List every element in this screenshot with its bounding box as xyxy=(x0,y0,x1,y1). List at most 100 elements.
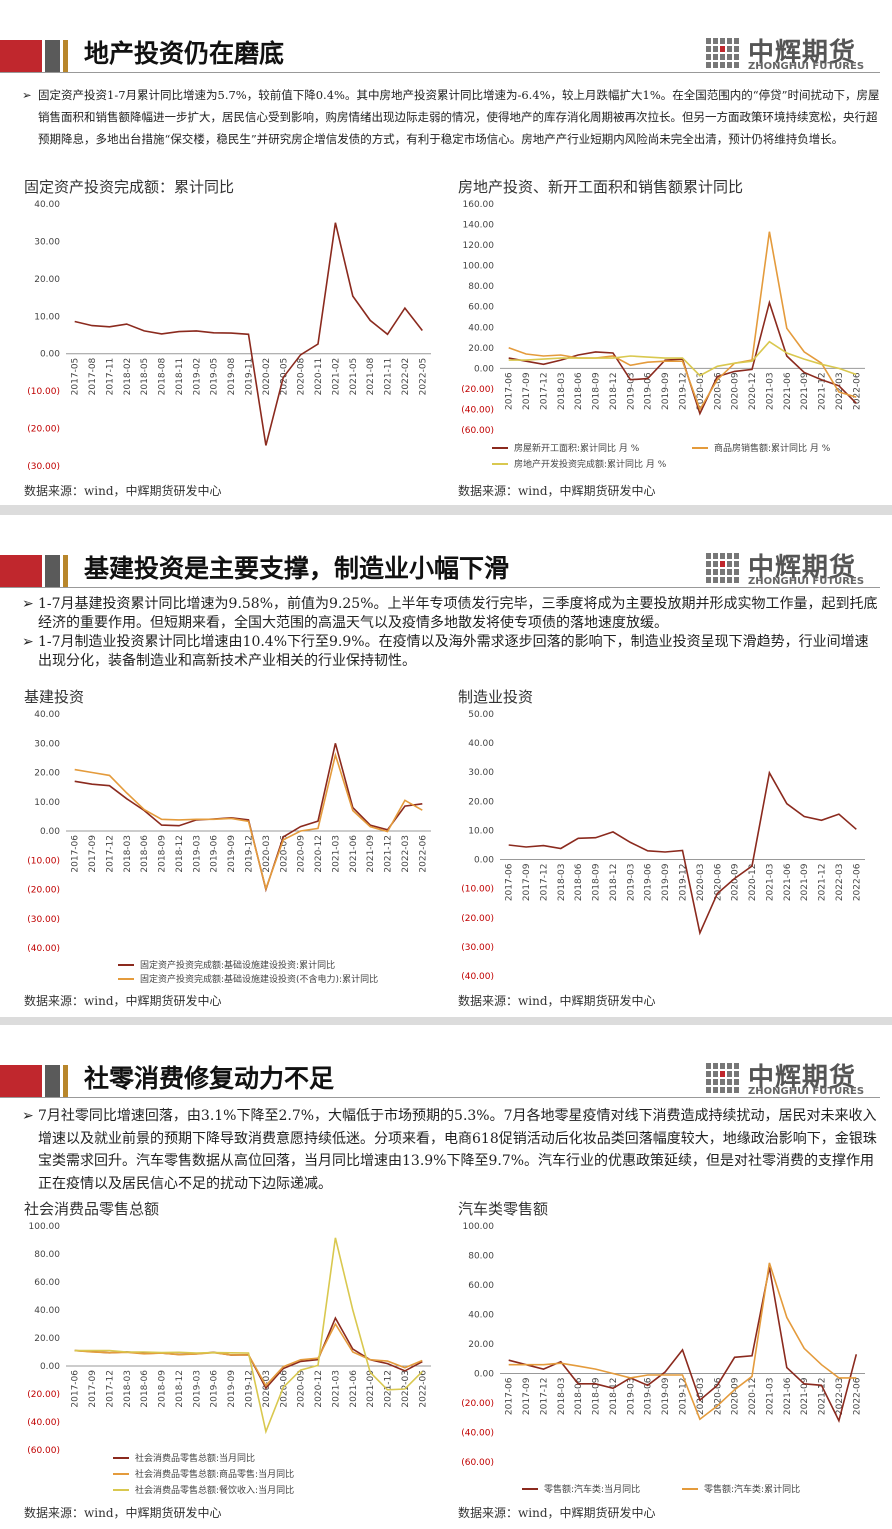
chart-title: 房地产投资、新开工面积和销售额累计同比 xyxy=(458,178,744,196)
x-tick-label: 2018-12 xyxy=(175,835,185,873)
logo: 中辉期货 ZHONGHUI FUTURES xyxy=(706,1061,876,1099)
x-tick-label: 2022-03 xyxy=(835,372,845,410)
series-line xyxy=(508,770,857,936)
y-tick-label: (20.00) xyxy=(27,1390,60,1400)
x-tick-label: 2018-03 xyxy=(557,372,567,410)
logo-cell xyxy=(706,577,711,583)
x-tick-label: 2018-12 xyxy=(609,1378,619,1416)
x-tick-label: 2017-09 xyxy=(522,863,532,901)
x-tick-label: 2018-06 xyxy=(140,835,150,873)
y-tick-label: 20.00 xyxy=(34,769,60,779)
logo-cell xyxy=(713,62,718,68)
logo-icon xyxy=(706,1063,739,1093)
y-tick-label: 40.00 xyxy=(34,200,60,210)
y-tick-label: (20.00) xyxy=(461,1399,494,1409)
logo-cell xyxy=(713,577,718,583)
logo-cell xyxy=(720,1079,725,1085)
y-tick-label: 20.00 xyxy=(34,275,60,285)
logo-cell xyxy=(734,46,739,52)
logo-cell xyxy=(727,1071,732,1077)
logo-cell xyxy=(727,577,732,583)
logo-cell xyxy=(720,38,725,44)
x-tick-label: 2021-02 xyxy=(331,358,341,396)
x-tick-label: 2018-09 xyxy=(592,372,602,410)
y-tick-label: 60.00 xyxy=(468,1281,494,1291)
chart-source: 数据来源：wind，中辉期货研发中心 xyxy=(458,1506,656,1520)
logo-cell xyxy=(734,1071,739,1077)
chart: (40.00) (30.00) (20.00) (10.00) 0.00 10.00 20.… xyxy=(461,710,865,982)
logo-cell xyxy=(734,569,739,575)
x-tick-label: 2018-05 xyxy=(140,358,150,396)
y-tick-label: (40.00) xyxy=(27,944,60,954)
slide-title: 社零消费修复动力不足 xyxy=(84,1064,335,1093)
x-tick-label: 2021-12 xyxy=(818,372,828,410)
x-tick-label: 2020-09 xyxy=(297,1370,307,1408)
logo-cell xyxy=(727,54,732,60)
chart-source: 数据来源：wind，中辉期货研发中心 xyxy=(458,484,656,498)
y-tick-label: 40.00 xyxy=(468,739,494,749)
x-tick-label: 2021-06 xyxy=(783,863,793,901)
legend-label: 固定资产投资完成额:基础设施建设投资(不含电力):累计同比 xyxy=(140,973,378,985)
x-tick-label: 2022-06 xyxy=(852,863,862,901)
x-tick-label: 2020-08 xyxy=(297,357,307,395)
chart-title: 汽车类零售额 xyxy=(458,1200,549,1218)
logo-cell xyxy=(734,1087,739,1093)
header-gold xyxy=(63,40,68,72)
series-line xyxy=(508,231,857,412)
logo-cell xyxy=(706,38,711,44)
bullet: 1-7月基建投资累计同比增速为9.58%，前值为9.25%。上半年专项债发行完毕… xyxy=(22,595,880,633)
x-tick-label: 2018-11 xyxy=(175,358,185,396)
x-tick-label: 2018-06 xyxy=(574,863,584,901)
y-tick-label: 60.00 xyxy=(468,303,494,313)
y-tick-label: 0.00 xyxy=(40,1362,60,1372)
y-tick-label: 30.00 xyxy=(34,237,60,247)
x-tick-label: 2018-09 xyxy=(592,863,602,901)
x-tick-label: 2018-03 xyxy=(123,1370,133,1408)
y-tick-label: 80.00 xyxy=(34,1250,60,1260)
y-tick-label: 40.00 xyxy=(34,710,60,720)
y-tick-label: 30.00 xyxy=(468,768,494,778)
x-tick-label: 2018-03 xyxy=(557,1378,567,1416)
logo-subtitle: ZHONGHUI FUTURES xyxy=(748,1086,865,1097)
x-tick-label: 2020-09 xyxy=(297,835,307,873)
x-tick-label: 2020-11 xyxy=(314,358,324,396)
logo-cell xyxy=(706,46,711,52)
x-tick-label: 2017-11 xyxy=(105,358,115,396)
logo-cell xyxy=(706,561,711,567)
logo-cell xyxy=(727,38,732,44)
y-tick-label: 60.00 xyxy=(34,1278,60,1288)
y-tick-label: (40.00) xyxy=(461,405,494,415)
x-tick-label: 2019-12 xyxy=(679,864,689,902)
x-tick-label: 2017-12 xyxy=(105,835,115,873)
logo-cell xyxy=(734,38,739,44)
y-tick-label: (20.00) xyxy=(27,886,60,896)
x-tick-label: 2019-11 xyxy=(245,358,255,396)
logo-cell xyxy=(713,54,718,60)
logo-cell xyxy=(706,1087,711,1093)
slide-title: 地产投资仍在磨底 xyxy=(84,39,285,68)
x-tick-label: 2020-06 xyxy=(279,1370,289,1408)
x-tick-label: 2022-06 xyxy=(418,1370,428,1408)
x-tick-label: 2019-09 xyxy=(227,1370,237,1408)
header-rule xyxy=(0,587,880,588)
logo-cell xyxy=(720,1087,725,1093)
x-tick-label: 2018-03 xyxy=(123,835,133,873)
x-tick-label: 2021-08 xyxy=(366,357,376,395)
x-tick-label: 2019-03 xyxy=(626,864,636,902)
x-tick-label: 2021-12 xyxy=(818,1378,828,1416)
y-tick-label: 0.00 xyxy=(474,364,494,374)
x-tick-label: 2019-03 xyxy=(626,372,636,410)
x-tick-label: 2020-12 xyxy=(314,1370,324,1408)
logo-subtitle: ZHONGHUI FUTURES xyxy=(748,61,865,72)
series-line xyxy=(508,1267,858,1423)
x-tick-label: 2019-12 xyxy=(679,1378,689,1416)
x-tick-label: 2020-06 xyxy=(279,835,289,873)
header-rule xyxy=(0,72,880,73)
x-tick-label: 2021-12 xyxy=(384,835,394,873)
y-tick-label: 0.00 xyxy=(474,856,494,866)
x-tick-label: 2017-09 xyxy=(522,1377,532,1415)
y-tick-label: 20.00 xyxy=(34,1334,60,1344)
